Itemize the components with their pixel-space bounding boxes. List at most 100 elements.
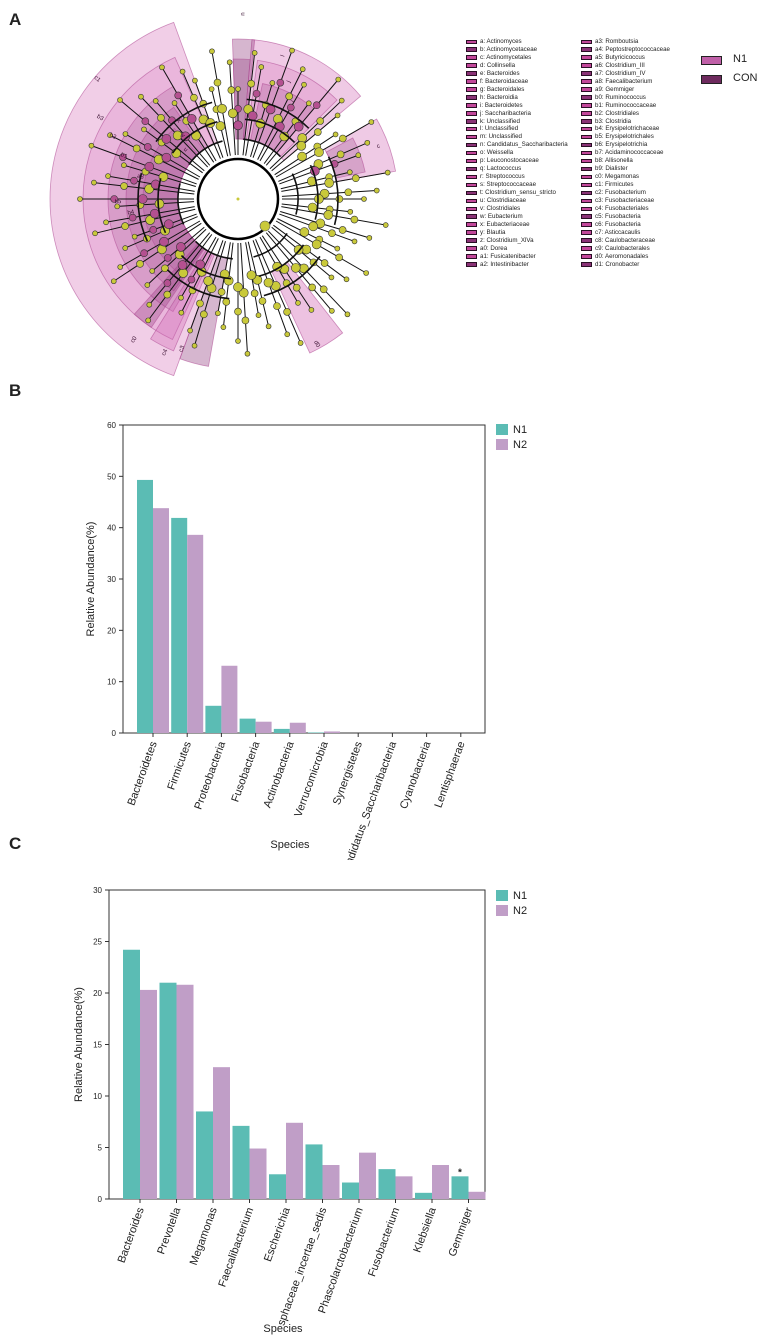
x-tick-label: Bacteroides [116, 1205, 147, 1264]
x-tick-label: Klebsiella [411, 1205, 439, 1254]
taxa-legend-item: t: Clostridium_sensu_stricto [466, 189, 586, 197]
clade-node [161, 152, 172, 163]
clade-arc [166, 269, 230, 300]
clade-branch [91, 145, 197, 185]
taxa-legend-label: l: Unclassified [480, 125, 519, 133]
clade-node [119, 153, 127, 161]
clade-branch [267, 230, 348, 315]
clade-node [144, 282, 151, 288]
taxa-swatch [466, 87, 477, 92]
taxa-legend-label: p: Leuconostocaceae [480, 157, 539, 165]
clade-node [384, 169, 391, 176]
taxa-swatch [466, 126, 477, 132]
clade-node [105, 173, 111, 179]
clade-node [213, 78, 222, 87]
bar-n1 [232, 1125, 250, 1199]
y-tick-label: 10 [93, 1092, 102, 1101]
clade-branch [240, 242, 248, 354]
x-tick-label: Faecalibacterium [216, 1206, 256, 1289]
clade-node [91, 179, 97, 186]
x-tick-label: Fusobacterium [366, 1206, 402, 1278]
clade-node [154, 199, 165, 209]
x-tick-label: Escherichia [262, 1205, 293, 1263]
taxa-swatch [581, 126, 592, 132]
clade-node [159, 236, 169, 247]
clade-arc [244, 118, 296, 143]
taxa-legend-item: b5: Erysipelotrichales [581, 133, 701, 141]
bar-n2 [322, 1165, 340, 1199]
clade-node [121, 162, 127, 169]
clade-node [138, 93, 144, 100]
taxa-legend-item: a1: Fusicatenibacter [466, 253, 586, 261]
y-tick-label: 20 [107, 626, 116, 635]
taxa-swatch [581, 39, 592, 44]
taxa-legend-column-right: a3: Romboutsia a4: Peptostreptococcaceae a… [581, 38, 701, 269]
clade-node [311, 239, 322, 250]
panel-label-b: B [9, 381, 22, 400]
taxa-swatch [581, 134, 592, 140]
clade-branch [161, 67, 217, 162]
clade-node [145, 317, 151, 324]
sector-label: b2 [108, 133, 117, 142]
clade-branch [275, 220, 367, 274]
y-tick-label: 25 [93, 938, 102, 947]
sector-label: i [290, 99, 296, 103]
clade-node [196, 299, 204, 308]
taxa-legend-label: c2: Fusobacterium [595, 189, 646, 197]
taxa-legend-label: q: Lactococcus [480, 165, 522, 173]
chart-c: 0 5 10 15 20 25 30 Relative Abundance(%) Bactero… [73, 886, 527, 1335]
clade-node [200, 310, 208, 319]
clade-node [241, 316, 250, 325]
bar-n1 [342, 1182, 359, 1199]
taxa-swatch [466, 158, 477, 164]
taxa-legend-label: b: Actinomycetaceae [480, 45, 538, 53]
taxa-legend-label: b8: Allisonella [595, 157, 633, 165]
clade-node [286, 103, 295, 112]
taxa-swatch [466, 150, 477, 156]
taxa-swatch [581, 254, 592, 259]
taxa-legend-label: i: Bacteroidetes [480, 101, 523, 109]
clade-node [314, 147, 324, 158]
taxa-swatch [466, 39, 477, 44]
taxa-swatch [466, 55, 477, 60]
clade-node [141, 126, 147, 133]
taxa-legend-item: z: Clostridium_XlVa [466, 237, 586, 245]
taxa-legend-label: b1: Ruminococcaceae [595, 101, 657, 109]
clade-arc [253, 232, 288, 258]
clade-node [152, 98, 159, 104]
x-tick-label: Gemmiger [446, 1206, 475, 1259]
clade-node [120, 182, 128, 190]
x-tick-label: Lentisphaerae [432, 740, 467, 810]
clade-arc [171, 120, 218, 154]
taxa-swatch [466, 198, 477, 204]
clade-node [290, 263, 301, 273]
clade-node [247, 79, 255, 88]
taxa-swatch [466, 182, 477, 188]
clade-node [186, 114, 197, 124]
taxa-swatch [581, 198, 592, 204]
taxa-swatch [581, 47, 592, 52]
taxa-swatch [466, 79, 477, 84]
clade-node [122, 245, 129, 251]
clade-branch [242, 52, 256, 156]
bar-n1 [415, 1192, 432, 1199]
clade-node [190, 93, 198, 102]
taxa-legend-label: d: Collinsella [480, 61, 516, 69]
clade-node [328, 274, 335, 281]
taxa-legend-label: n: Candidatus_Saccharibacteria [480, 141, 568, 149]
clade-node [161, 264, 169, 273]
taxa-legend-label: a1: Fusicatenibacter [480, 252, 536, 260]
taxa-legend-label: a3: Romboutsia [595, 38, 639, 45]
clade-node [192, 77, 198, 84]
taxa-swatch [466, 134, 477, 140]
clade-node [335, 195, 344, 203]
taxa-swatch [581, 111, 592, 116]
clade-node [308, 283, 316, 292]
clade-node [208, 86, 215, 92]
taxa-swatch [466, 111, 477, 116]
sector-label: c3 [178, 344, 186, 353]
clade-node [297, 340, 304, 346]
clade-node [255, 312, 262, 319]
clade-arc [180, 255, 232, 280]
bar-n1 [273, 728, 290, 733]
